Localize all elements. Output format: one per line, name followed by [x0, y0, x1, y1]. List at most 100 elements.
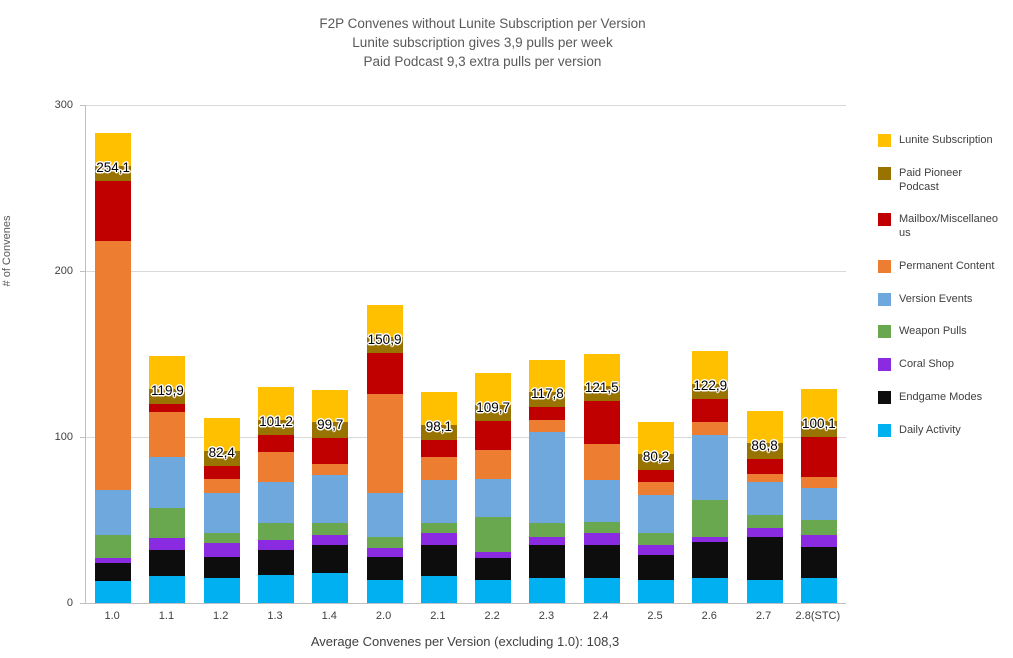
bar-data-label: 121,5	[584, 380, 619, 396]
bar-segment	[420, 544, 457, 577]
bar-segment	[420, 392, 457, 425]
bar-segment	[800, 520, 837, 535]
bar-segment	[746, 443, 783, 459]
bar-segment	[420, 523, 457, 534]
bar-segment	[312, 534, 349, 545]
x-tick-label-1.3: 1.3	[267, 610, 283, 622]
bar-segment	[258, 387, 294, 420]
bar-data-label: 119,9	[151, 382, 184, 398]
bar-segment	[258, 523, 294, 540]
y-tick-mark	[80, 271, 85, 272]
bar-segment	[692, 435, 729, 501]
bar-segment	[420, 533, 457, 545]
bar-segment	[420, 456, 457, 481]
legend-swatch	[878, 325, 891, 339]
bar-segment	[258, 451, 294, 482]
bar-segment	[529, 536, 566, 545]
legend-swatch	[878, 358, 891, 371]
bar-segment	[746, 528, 783, 537]
bar-segment	[529, 407, 566, 421]
bar-segment	[203, 418, 240, 451]
bar-segment	[475, 579, 512, 603]
bar-segment	[149, 356, 186, 389]
plot-area: 254,1 119,9 82,4 101,2 99,7 150,9 98,1 109,7 117…	[85, 105, 846, 604]
bar-segment	[529, 359, 566, 393]
bar-segment	[312, 544, 349, 574]
bar-segment	[475, 405, 512, 421]
bar-segment	[95, 490, 132, 535]
legend-item: Mailbox/Miscellaneous	[878, 213, 1010, 241]
bar-segment	[583, 385, 620, 402]
x-tick-label-1.1: 1.1	[158, 610, 175, 622]
bar-segment	[583, 401, 620, 444]
bar-segment	[692, 383, 729, 399]
bar-segment	[203, 493, 240, 534]
bar-segment	[312, 523, 349, 535]
bar-segment	[692, 541, 729, 579]
bar-segment	[638, 469, 674, 482]
y-tick-label-300: 300	[54, 99, 73, 111]
legend-item: Version Events	[878, 292, 1010, 307]
y-tick-label-0: 0	[66, 597, 73, 609]
bar-segment	[475, 420, 512, 451]
bar-segment	[583, 578, 620, 603]
bar-segment	[366, 493, 403, 537]
legend-swatch	[878, 259, 891, 273]
bar-segment	[638, 495, 674, 534]
bar-segment	[203, 556, 240, 579]
y-tick-label-200: 200	[54, 265, 73, 277]
bar-segment	[692, 500, 729, 537]
bar-segment	[203, 478, 240, 494]
bar-segment	[420, 424, 457, 441]
legend-item: Coral Shop	[878, 358, 1010, 372]
x-tick-label-2.8(STC): 2.8(STC)	[795, 610, 841, 622]
legend-label: Permanent Content	[899, 259, 995, 272]
bar-segment	[746, 473, 783, 482]
bar-segment	[95, 133, 132, 166]
bar-segment	[529, 544, 566, 579]
bar-data-label: 101,2	[259, 414, 293, 430]
bar-segment	[149, 538, 186, 550]
x-tick-label-1.4: 1.4	[321, 610, 337, 622]
legend-item: Weapon Pulls	[878, 325, 1010, 339]
y-tick-label-100: 100	[54, 431, 73, 443]
legend-item: Paid Pioneer Podcast	[878, 166, 1010, 195]
bar-segment	[149, 412, 186, 457]
bar-segment	[746, 411, 783, 444]
bar-segment	[692, 578, 729, 603]
bar-segment	[95, 241, 132, 491]
legend-label: Coral Shop	[899, 358, 955, 370]
bar-data-label: 109,7	[476, 399, 511, 415]
bar-segment	[312, 422, 349, 438]
bar-stack-2.7	[746, 411, 783, 603]
bar-segment	[800, 476, 837, 489]
y-tick-mark	[80, 603, 85, 604]
bar-segment	[638, 533, 674, 545]
bar-segment	[149, 549, 186, 577]
x-tick-label-2.6: 2.6	[701, 610, 717, 622]
bar-segment	[529, 392, 566, 408]
legend-item: Daily Activity	[878, 423, 1010, 438]
bar-segment	[638, 481, 674, 496]
bar-segment	[692, 536, 729, 542]
bar-segment	[746, 481, 783, 516]
legend: Lunite Subscription Paid Pioneer Podcast M…	[878, 134, 1010, 437]
bar-stack-1.0	[95, 133, 132, 603]
bar-segment	[312, 463, 349, 476]
bar-segment	[692, 399, 729, 423]
bar-segment	[475, 516, 512, 552]
bar-segment	[746, 579, 783, 603]
bar-segment	[203, 533, 240, 544]
x-tick-label-2.4: 2.4	[593, 610, 609, 622]
bar-segment	[475, 450, 512, 479]
y-tick-mark	[80, 105, 85, 106]
x-tick-label-2.5: 2.5	[647, 610, 663, 622]
bar-segment	[638, 544, 674, 555]
bar-stack-1.3	[258, 387, 294, 603]
chart-title-line-1: F2P Convenes without Lunite Subscription…	[319, 16, 646, 31]
x-axis-ticks: 1.0 1.1 1.2 1.3 1.4 2.0 2.1 2.2 2.3 2.4 2.5 2.6 2.7 2…	[85, 610, 845, 626]
bar-segment	[366, 579, 403, 603]
bar-segment	[529, 432, 566, 524]
bar-stack-2.2	[475, 373, 512, 603]
